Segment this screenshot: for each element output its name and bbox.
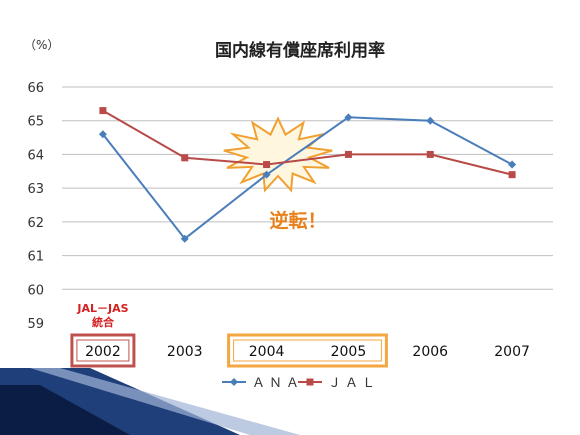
data-point xyxy=(344,113,353,122)
series-line-1 xyxy=(102,109,513,176)
data-point xyxy=(180,234,189,243)
y-axis-unit: （%） xyxy=(24,38,59,52)
data-point xyxy=(181,154,189,162)
y-tick-label: 60 xyxy=(27,283,44,298)
x-tick-label: 2006 xyxy=(412,344,448,360)
gridlines xyxy=(62,86,553,290)
data-point xyxy=(98,130,107,139)
data-point xyxy=(262,170,271,179)
reversal-burst-shape xyxy=(223,116,333,193)
data-point xyxy=(426,116,435,125)
decorative-ribbons xyxy=(0,368,300,435)
y-tick-label: 65 xyxy=(27,115,44,130)
merger-annotation-line2: 統合 xyxy=(92,315,115,329)
y-tick-label: 62 xyxy=(27,216,44,231)
x-tick-label: 2007 xyxy=(494,344,530,360)
merger-annotation-line1: JAL－JAS xyxy=(76,302,128,315)
x-tick-label: 2003 xyxy=(167,344,203,360)
series-line-0 xyxy=(102,116,513,241)
data-point xyxy=(426,150,434,158)
period-highlight-inner xyxy=(233,339,382,362)
x-axis-ticks: 2002 2003 2004 2005 2006 2007 xyxy=(85,344,530,360)
x-tick-label: 2005 xyxy=(331,344,367,360)
y-tick-label: 66 xyxy=(27,81,44,96)
data-point xyxy=(508,160,517,169)
merger-highlight-inner xyxy=(76,339,130,362)
highlight-boxes xyxy=(70,333,388,368)
y-axis-ticks: 59 60 61 62 63 64 65 66 xyxy=(27,81,44,332)
y-tick-label: 64 xyxy=(27,148,44,163)
data-point xyxy=(263,161,271,169)
legend-marker xyxy=(230,378,238,386)
data-series xyxy=(98,107,517,243)
x-tick-label: 2002 xyxy=(85,344,121,360)
data-point xyxy=(99,107,107,115)
legend-marker xyxy=(306,378,314,386)
y-tick-label: 59 xyxy=(27,317,44,332)
reversal-annotation: 逆転！ xyxy=(269,209,326,232)
y-tick-label: 63 xyxy=(27,182,44,197)
y-tick-label: 61 xyxy=(27,250,44,265)
legend-label: ＪＡＬ xyxy=(328,376,379,391)
period-highlight-box xyxy=(227,333,388,368)
legend: ＡＮＡ ＪＡＬ xyxy=(222,376,379,391)
chart-title: 国内線有償座席利用率 xyxy=(215,40,385,61)
data-point xyxy=(344,150,352,158)
legend-label: ＡＮＡ xyxy=(252,376,303,391)
x-tick-label: 2004 xyxy=(249,344,285,360)
merger-highlight-box xyxy=(70,333,136,368)
data-point xyxy=(508,171,516,179)
